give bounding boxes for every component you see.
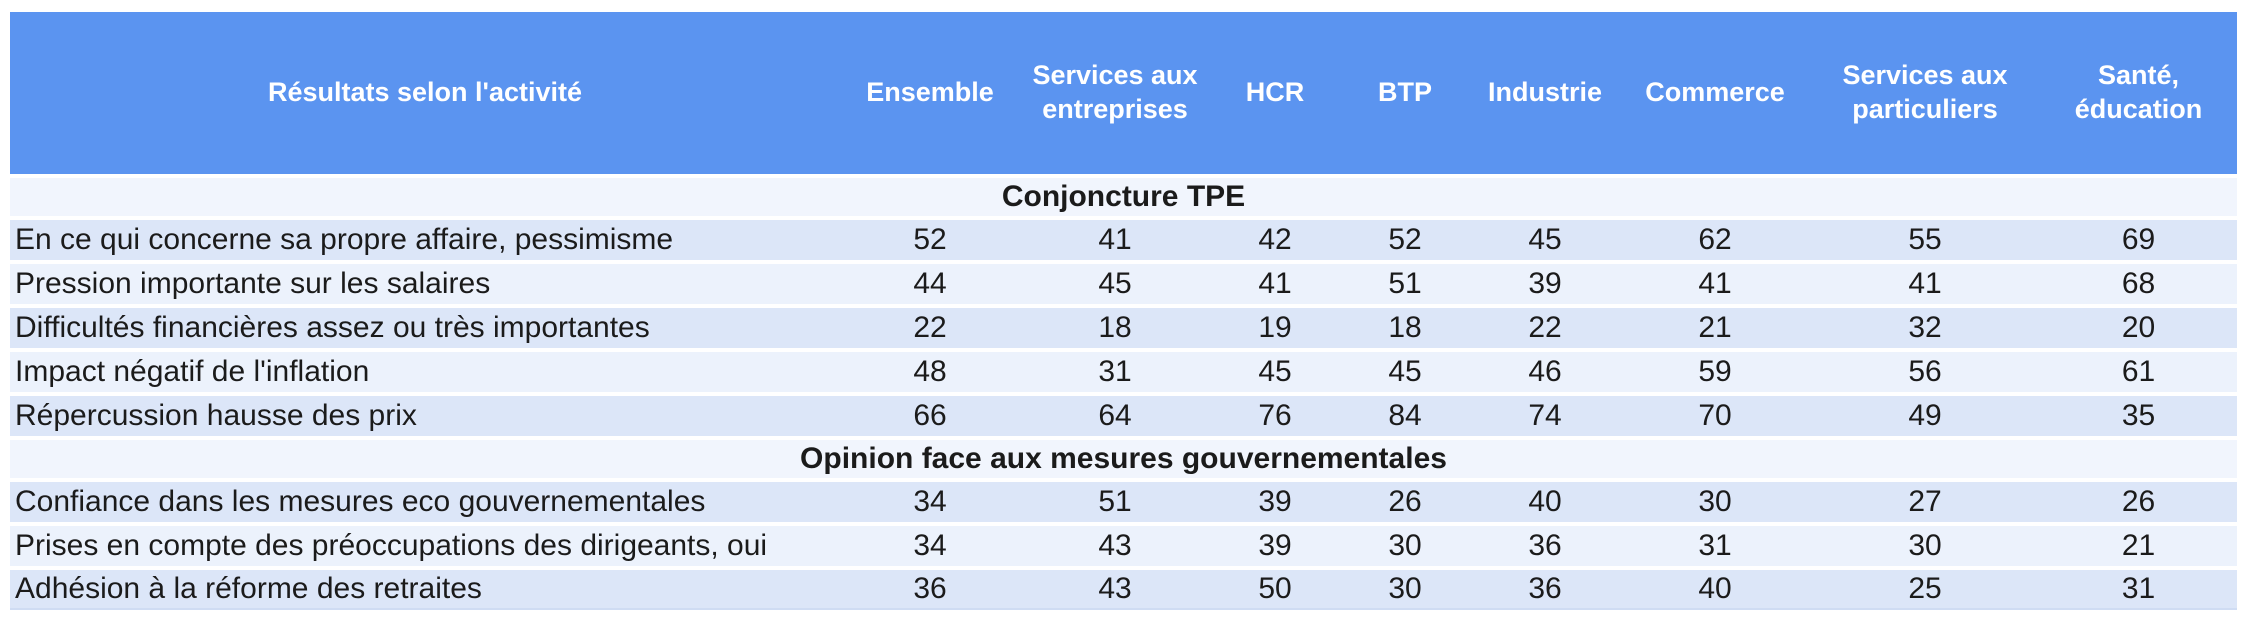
table-row: Adhésion à la réforme des retraites 36 43 5…: [10, 570, 2237, 610]
value-cell: 41: [1020, 220, 1210, 260]
table-row: Confiance dans les mesures eco gouvernem…: [10, 482, 2237, 522]
value-cell: 41: [1210, 264, 1340, 304]
column-header-services-entreprises: Services aux entreprises: [1020, 12, 1210, 174]
table-row: Pression importante sur les salaires 44 45…: [10, 264, 2237, 304]
value-cell: 22: [1470, 308, 1620, 348]
value-cell: 32: [1810, 308, 2040, 348]
value-cell: 44: [840, 264, 1020, 304]
row-label: En ce qui concerne sa propre affaire, pe…: [10, 220, 840, 260]
row-label: Prises en compte des préoccupations des …: [10, 526, 840, 566]
column-header-ensemble: Ensemble: [840, 12, 1020, 174]
column-header-industrie: Industrie: [1470, 12, 1620, 174]
value-cell: 39: [1210, 482, 1340, 522]
value-cell: 64: [1020, 396, 1210, 436]
value-cell: 19: [1210, 308, 1340, 348]
value-cell: 46: [1470, 352, 1620, 392]
value-cell: 50: [1210, 570, 1340, 610]
value-cell: 30: [1340, 526, 1470, 566]
value-cell: 40: [1620, 570, 1810, 610]
value-cell: 34: [840, 482, 1020, 522]
value-cell: 49: [1810, 396, 2040, 436]
value-cell: 21: [2040, 526, 2237, 566]
column-header-activity: Résultats selon l'activité: [10, 12, 840, 174]
value-cell: 66: [840, 396, 1020, 436]
value-cell: 36: [1470, 570, 1620, 610]
value-cell: 51: [1340, 264, 1470, 304]
row-label: Répercussion hausse des prix: [10, 396, 840, 436]
column-header-btp: BTP: [1340, 12, 1470, 174]
value-cell: 31: [1020, 352, 1210, 392]
value-cell: 21: [1620, 308, 1810, 348]
value-cell: 26: [1340, 482, 1470, 522]
value-cell: 62: [1620, 220, 1810, 260]
value-cell: 43: [1020, 526, 1210, 566]
value-cell: 70: [1620, 396, 1810, 436]
row-label: Difficultés financières assez ou très im…: [10, 308, 840, 348]
value-cell: 45: [1210, 352, 1340, 392]
column-header-hcr: HCR: [1210, 12, 1340, 174]
table-row: Prises en compte des préoccupations des …: [10, 526, 2237, 566]
value-cell: 36: [1470, 526, 1620, 566]
value-cell: 30: [1810, 526, 2040, 566]
value-cell: 51: [1020, 482, 1210, 522]
table-row: Répercussion hausse des prix 66 64 76 84 74 70…: [10, 396, 2237, 436]
value-cell: 31: [1620, 526, 1810, 566]
value-cell: 36: [840, 570, 1020, 610]
results-table: Résultats selon l'activité Ensemble Serv…: [10, 8, 2237, 614]
value-cell: 20: [2040, 308, 2237, 348]
value-cell: 34: [840, 526, 1020, 566]
value-cell: 45: [1340, 352, 1470, 392]
value-cell: 74: [1470, 396, 1620, 436]
value-cell: 69: [2040, 220, 2237, 260]
value-cell: 39: [1470, 264, 1620, 304]
section-title: Opinion face aux mesures gouvernementale…: [10, 440, 2237, 478]
table-row: Difficultés financières assez ou très im…: [10, 308, 2237, 348]
section-title: Conjoncture TPE: [10, 178, 2237, 216]
value-cell: 59: [1620, 352, 1810, 392]
value-cell: 35: [2040, 396, 2237, 436]
row-label: Pression importante sur les salaires: [10, 264, 840, 304]
table-row: En ce qui concerne sa propre affaire, pe…: [10, 220, 2237, 260]
table-row: Impact négatif de l'inflation 48 31 45 45 46 5…: [10, 352, 2237, 392]
value-cell: 41: [1620, 264, 1810, 304]
value-cell: 41: [1810, 264, 2040, 304]
value-cell: 31: [2040, 570, 2237, 610]
value-cell: 30: [1620, 482, 1810, 522]
value-cell: 84: [1340, 396, 1470, 436]
row-label: Impact négatif de l'inflation: [10, 352, 840, 392]
value-cell: 45: [1020, 264, 1210, 304]
results-table-body: Conjoncture TPE En ce qui concerne sa pro…: [10, 178, 2237, 610]
column-header-services-particuliers: Services aux particuliers: [1810, 12, 2040, 174]
section-header-row: Conjoncture TPE: [10, 178, 2237, 216]
row-label: Adhésion à la réforme des retraites: [10, 570, 840, 610]
row-label: Confiance dans les mesures eco gouvernem…: [10, 482, 840, 522]
value-cell: 25: [1810, 570, 2040, 610]
results-table-container: Résultats selon l'activité Ensemble Serv…: [10, 8, 2237, 614]
value-cell: 39: [1210, 526, 1340, 566]
value-cell: 22: [840, 308, 1020, 348]
value-cell: 27: [1810, 482, 2040, 522]
value-cell: 76: [1210, 396, 1340, 436]
value-cell: 52: [1340, 220, 1470, 260]
value-cell: 52: [840, 220, 1020, 260]
value-cell: 26: [2040, 482, 2237, 522]
column-header-commerce: Commerce: [1620, 12, 1810, 174]
value-cell: 30: [1340, 570, 1470, 610]
value-cell: 55: [1810, 220, 2040, 260]
value-cell: 45: [1470, 220, 1620, 260]
table-header: Résultats selon l'activité Ensemble Serv…: [10, 12, 2237, 174]
value-cell: 42: [1210, 220, 1340, 260]
value-cell: 43: [1020, 570, 1210, 610]
value-cell: 68: [2040, 264, 2237, 304]
value-cell: 48: [840, 352, 1020, 392]
table-header-row: Résultats selon l'activité Ensemble Serv…: [10, 12, 2237, 174]
value-cell: 18: [1020, 308, 1210, 348]
section-header-row: Opinion face aux mesures gouvernementale…: [10, 440, 2237, 478]
value-cell: 40: [1470, 482, 1620, 522]
value-cell: 18: [1340, 308, 1470, 348]
column-header-sante-education: Santé, éducation: [2040, 12, 2237, 174]
value-cell: 61: [2040, 352, 2237, 392]
value-cell: 56: [1810, 352, 2040, 392]
